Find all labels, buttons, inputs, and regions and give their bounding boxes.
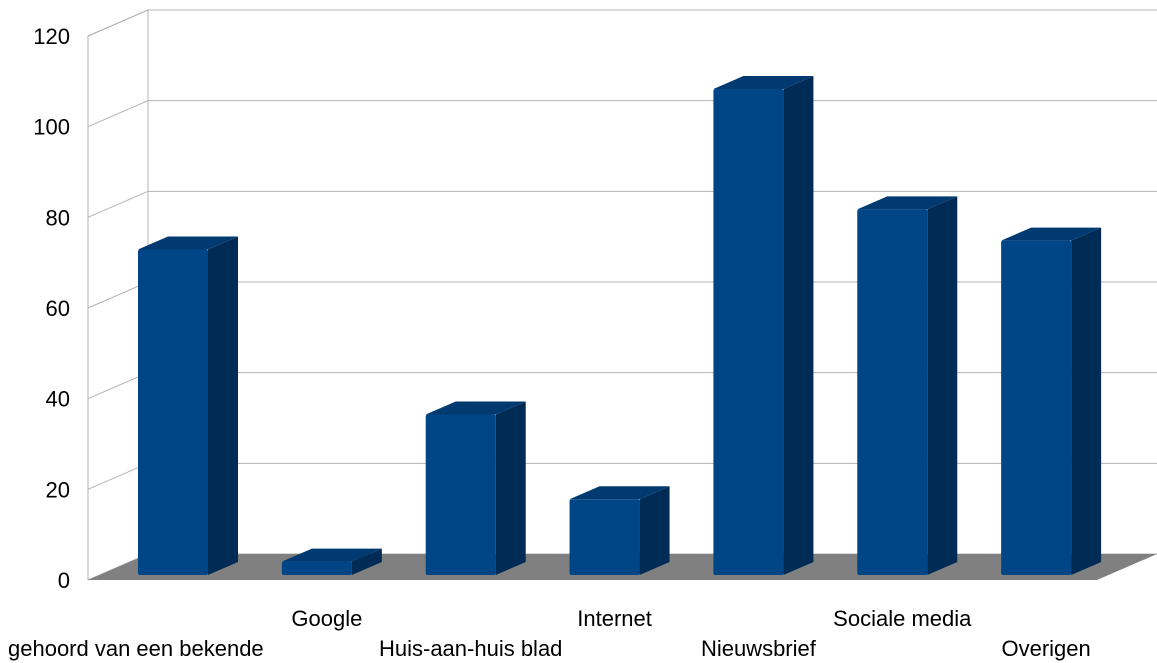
bar-side: [1071, 227, 1102, 575]
y-tick-label: 20: [46, 477, 70, 502]
gridline: [87, 372, 1157, 400]
bar-front: [569, 499, 640, 575]
y-tick-label: 0: [58, 568, 70, 593]
x-axis-category-labels: gehoord van een bekende Google Huis-aan-hu…: [8, 606, 1091, 661]
bar-top: [713, 76, 814, 90]
bar-top: [138, 236, 238, 250]
bar-top: [425, 401, 526, 415]
x-category-label: Internet: [577, 606, 652, 631]
bar: [281, 548, 382, 575]
bar-side: [351, 548, 382, 575]
bar: [1001, 227, 1102, 575]
bar-front: [281, 561, 352, 575]
bar-side: [927, 196, 958, 575]
bar-side: [208, 236, 238, 575]
y-tick-label: 80: [46, 205, 70, 230]
bar-front: [713, 89, 784, 576]
bar: [857, 196, 958, 575]
gridline: [87, 281, 1157, 309]
x-category-label: Google: [291, 606, 362, 631]
bar-side: [783, 76, 814, 576]
bar: [138, 236, 238, 575]
gridline: [87, 9, 1157, 37]
bar: [713, 76, 814, 576]
x-category-label: gehoord van een bekende: [8, 636, 264, 661]
y-tick-label: 120: [33, 24, 70, 49]
bar-side: [495, 401, 526, 575]
bar: [569, 486, 670, 575]
bar-top: [1001, 227, 1102, 241]
bar-front: [425, 414, 496, 575]
y-axis-tick-labels: 0 20 40 60 80 100 120: [33, 24, 70, 593]
bar-top: [857, 196, 958, 210]
gridline: [87, 190, 1157, 218]
x-category-label: Sociale media: [833, 606, 972, 631]
bar-front: [857, 209, 928, 575]
x-category-label: Huis-aan-huis blad: [379, 636, 562, 661]
gridline: [87, 100, 1157, 128]
x-category-label: Overigen: [1001, 636, 1090, 661]
x-category-label: Nieuwsbrief: [701, 636, 817, 661]
bars: [138, 76, 1102, 576]
y-tick-label: 60: [46, 296, 70, 321]
bar-top: [281, 548, 382, 562]
bar-top: [569, 486, 670, 500]
y-tick-label: 40: [46, 387, 70, 412]
bar: [425, 401, 526, 575]
gridline: [87, 462, 1157, 490]
y-tick-label: 100: [33, 115, 70, 140]
bar-front: [138, 249, 208, 575]
bar-side: [639, 486, 670, 575]
bar-front: [1001, 240, 1072, 575]
